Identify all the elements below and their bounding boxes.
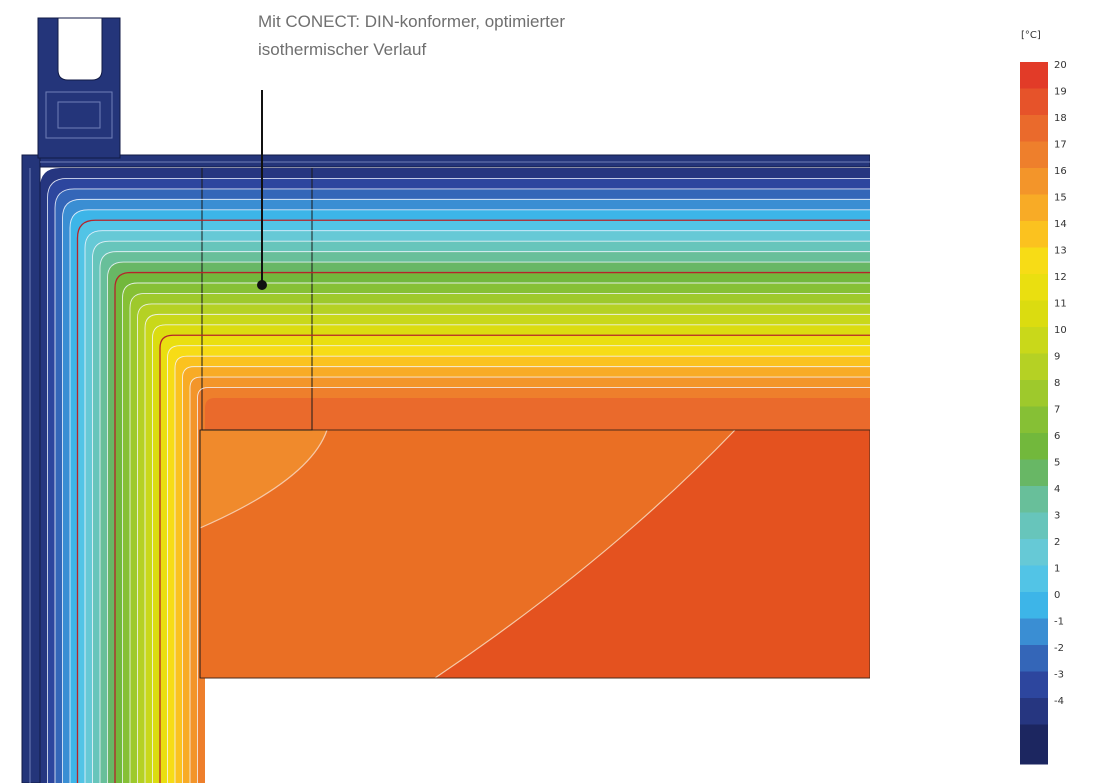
thermal-simulation-graphic xyxy=(21,17,870,783)
legend-swatch xyxy=(1020,512,1048,540)
isotherm-line xyxy=(69,209,870,783)
legend-tick-label: 3 xyxy=(1054,511,1060,522)
frame-chamber xyxy=(45,91,113,139)
legend-tick-label: 5 xyxy=(1054,458,1060,469)
isotherm-line xyxy=(99,251,870,783)
legend-swatch xyxy=(1020,380,1048,407)
legend-tick-label: 9 xyxy=(1054,352,1060,363)
legend-tick-label: 0 xyxy=(1054,590,1060,601)
legend-swatch xyxy=(1020,353,1048,381)
legend-swatch xyxy=(1020,221,1048,248)
legend-swatch xyxy=(1020,645,1048,672)
legend-swatch xyxy=(1020,724,1048,765)
legend-swatch xyxy=(1020,565,1048,593)
legend-swatch xyxy=(1020,327,1048,354)
isotherm-line-highlight xyxy=(159,334,870,783)
legend-swatch xyxy=(1020,486,1048,513)
legend-tick-label: 16 xyxy=(1054,166,1067,177)
legend-swatch xyxy=(1020,88,1048,116)
legend-swatch xyxy=(1020,168,1048,195)
frame-glazing-slot xyxy=(57,17,103,81)
wall-isotherm xyxy=(434,429,736,679)
legend-tick-label: -3 xyxy=(1054,670,1064,681)
legend-tick-label: 6 xyxy=(1054,431,1060,442)
masonry-wall xyxy=(199,429,870,679)
legend-tick-label: 4 xyxy=(1054,484,1060,495)
legend-tick-label: 18 xyxy=(1054,113,1067,124)
wall-cool-zone xyxy=(200,430,327,528)
window-frame-profile xyxy=(21,17,870,783)
legend-tick-label: 10 xyxy=(1054,325,1067,336)
legend-swatch xyxy=(1020,141,1048,169)
legend-tick-label: 1 xyxy=(1054,564,1060,575)
isotherm-line xyxy=(62,198,870,783)
legend-swatch xyxy=(1020,592,1048,619)
legend-tick-label: -1 xyxy=(1054,617,1064,628)
legend-tick-label: 13 xyxy=(1054,246,1067,257)
wall-isotherm xyxy=(199,429,328,529)
legend-tick-label: 11 xyxy=(1054,299,1067,310)
legend-tick-label: 17 xyxy=(1054,140,1067,151)
isotherm-line xyxy=(122,282,870,783)
annotation-marker-dot xyxy=(257,280,267,290)
legend-swatch xyxy=(1020,247,1048,275)
legend-tick-label: 19 xyxy=(1054,87,1067,98)
legend-swatch xyxy=(1020,433,1048,460)
legend-swatch xyxy=(1020,115,1048,142)
legend-tick-label: 12 xyxy=(1054,272,1067,283)
isotherm-line xyxy=(84,230,870,783)
legend-swatch xyxy=(1020,62,1048,89)
isotherm-line xyxy=(107,261,870,783)
legend-tick-label: -2 xyxy=(1054,643,1064,654)
legend-swatch xyxy=(1020,539,1048,566)
legend-tick-label: 2 xyxy=(1054,537,1060,548)
legend-swatch xyxy=(1020,671,1048,699)
legend-swatch xyxy=(1020,194,1048,222)
wall-warm-zone xyxy=(435,430,870,678)
legend-tick-label: -4 xyxy=(1054,696,1064,707)
legend-tick-label: 7 xyxy=(1054,405,1060,416)
interior-room-area xyxy=(205,678,870,783)
legend-unit-label: [°C] xyxy=(1021,30,1041,41)
frame-top-bar xyxy=(21,154,870,168)
isotherm-line xyxy=(152,324,870,783)
isotherm-line xyxy=(197,387,870,783)
isotherm-line xyxy=(144,313,870,783)
isotherm-line xyxy=(54,188,870,783)
isotherm-line-highlight xyxy=(76,219,870,783)
isotherm-line xyxy=(129,293,870,783)
frame-left-bar xyxy=(21,154,41,783)
legend-swatch xyxy=(1020,406,1048,434)
isotherm-lines xyxy=(47,178,870,783)
legend-tick-label: 14 xyxy=(1054,219,1067,230)
annotation-line-2: isothermischer Verlauf xyxy=(258,40,427,59)
legend-swatch xyxy=(1020,618,1048,646)
legend-tick-label: 20 xyxy=(1054,60,1067,71)
isotherm-line xyxy=(182,366,870,783)
frame-chamber-inner xyxy=(57,101,101,129)
isotherm-line xyxy=(189,376,870,783)
isotherm-line xyxy=(137,303,870,783)
legend-swatch xyxy=(1020,459,1048,487)
legend-swatch xyxy=(1020,300,1048,328)
isotherm-line xyxy=(167,345,870,783)
legend-tick-label: 8 xyxy=(1054,378,1060,389)
isotherm-line xyxy=(47,178,870,783)
isotherm-line xyxy=(174,355,870,783)
legend-swatch xyxy=(1020,274,1048,301)
connector-outline xyxy=(201,168,313,431)
legend-tick-label: 15 xyxy=(1054,193,1067,204)
annotation-line-1: Mit CONECT: DIN-konformer, optimierter xyxy=(258,12,565,31)
annotation-text: Mit CONECT: DIN-konformer, optimierter i… xyxy=(258,8,728,64)
legend-swatch xyxy=(1020,698,1048,725)
isotherm-line xyxy=(92,240,870,783)
isotherm-line-highlight xyxy=(114,271,870,783)
